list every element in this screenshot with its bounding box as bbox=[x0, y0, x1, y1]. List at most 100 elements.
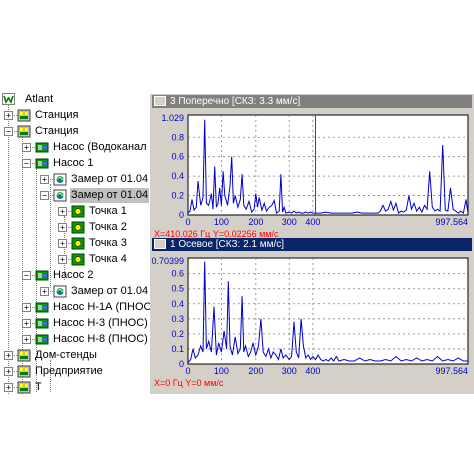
chart-title-bar[interactable]: 3 Поперечно [СКЗ: 3.3 мм/с] bbox=[152, 95, 472, 108]
tree-node[interactable]: + Станция bbox=[0, 108, 150, 123]
x-tick-label: 100 bbox=[214, 366, 229, 376]
expand-icon[interactable]: + bbox=[4, 367, 13, 376]
expand-icon[interactable]: + bbox=[58, 239, 67, 248]
collapse-icon[interactable]: − bbox=[22, 271, 31, 280]
tree-guide-line bbox=[27, 163, 35, 164]
tree-node[interactable]: + Предприятие bbox=[0, 364, 150, 379]
x-tick-label: 200 bbox=[248, 366, 263, 376]
point-icon bbox=[71, 253, 85, 266]
tree-guide-line bbox=[27, 275, 35, 276]
tree-node-label: Точка 1 bbox=[89, 205, 127, 217]
tree-node-label: Насос 2 bbox=[53, 269, 94, 281]
spectrum-line bbox=[187, 119, 469, 214]
x-tick-label: 997.564 bbox=[435, 366, 468, 376]
tree-guide-line bbox=[63, 243, 71, 244]
tree-node[interactable]: + Насос Н-8 (ПНОС) bbox=[0, 332, 150, 347]
tree-node-label: Станция bbox=[35, 125, 79, 137]
y-tick-label: 0.2 bbox=[171, 329, 184, 339]
y-tick-label: 0.1 bbox=[171, 344, 184, 354]
tree-node[interactable]: + Насос Н-3 (ПНОС) bbox=[0, 316, 150, 331]
expand-icon[interactable]: + bbox=[22, 143, 31, 152]
tree-view[interactable]: Atlant + Станция − Станция + Насос (Водоканал −… bbox=[0, 90, 150, 394]
tree-guide-line bbox=[9, 115, 17, 116]
y-tick-label: 0.6 bbox=[171, 269, 184, 279]
tree-node[interactable]: + Замер от 01.04 bbox=[0, 172, 150, 187]
x-tick-label: 0 bbox=[185, 217, 190, 227]
expand-icon[interactable]: + bbox=[22, 303, 31, 312]
tree-node[interactable]: + Дом-стенды bbox=[0, 348, 150, 363]
tree-node[interactable]: + Т bbox=[0, 380, 150, 394]
tree-guide-line bbox=[9, 355, 17, 356]
tree-guide-line bbox=[27, 339, 35, 340]
expand-icon[interactable]: + bbox=[22, 335, 31, 344]
tree-node-label: Насос Н-1А (ПНОС bbox=[53, 301, 150, 313]
pump-icon bbox=[35, 141, 49, 154]
y-max-label: 0.70399 bbox=[151, 256, 184, 266]
tree-node-label: Насос Н-8 (ПНОС) bbox=[53, 333, 148, 345]
collapse-icon[interactable]: − bbox=[40, 191, 49, 200]
tree-guide-line bbox=[45, 291, 53, 292]
tree-guide-line bbox=[63, 227, 71, 228]
tree-node[interactable]: − Насос 2 bbox=[0, 268, 150, 283]
expand-icon[interactable]: + bbox=[4, 383, 13, 392]
expand-icon[interactable]: + bbox=[22, 319, 31, 328]
spectrum-chart[interactable]: 0.8 0.6 0.4 0.2 0 1.029 0 100 200 300 400 997.564 bbox=[150, 109, 474, 229]
window-icon bbox=[154, 96, 166, 106]
expand-icon[interactable]: + bbox=[4, 351, 13, 360]
tree-guide-line bbox=[27, 147, 35, 148]
x-tick-label: 200 bbox=[248, 217, 263, 227]
spectrum-chart[interactable]: 0.6 0.5 0.4 0.3 0.2 0.1 0 0.70399 0 100 200 300 400 9… bbox=[150, 252, 474, 378]
station-icon bbox=[17, 125, 31, 138]
station-icon bbox=[17, 349, 31, 362]
tree-guide-line bbox=[50, 184, 51, 288]
x-tick-label: 997.564 bbox=[435, 217, 468, 227]
tree-node-label: Насос Н-3 (ПНОС) bbox=[53, 317, 148, 329]
collapse-icon[interactable]: − bbox=[22, 159, 31, 168]
meas-icon bbox=[53, 285, 67, 298]
tree-node[interactable]: + Точка 3 bbox=[0, 236, 150, 251]
tree-node-label: Замер от 01.04 bbox=[71, 285, 149, 297]
tree-node[interactable]: − Станция bbox=[0, 124, 150, 139]
tree-node[interactable]: + Замер от 01.04 bbox=[0, 284, 150, 299]
expand-icon[interactable]: + bbox=[58, 255, 67, 264]
tree-guide-line bbox=[22, 136, 23, 394]
tree-node[interactable]: + Точка 1 bbox=[0, 204, 150, 219]
tree-node[interactable]: − Замер от 01.04 bbox=[0, 188, 150, 203]
x-tick-label: 400 bbox=[305, 366, 320, 376]
tree-node[interactable]: + Насос Н-1А (ПНОС bbox=[0, 300, 150, 315]
charts-area: 3 Поперечно [СКЗ: 3.3 мм/с] 0.8 0.6 0.4 0.2… bbox=[150, 94, 474, 394]
station-icon bbox=[17, 365, 31, 378]
tree-guide-line bbox=[45, 195, 53, 196]
station-icon bbox=[17, 381, 31, 394]
y-tick-label: 0.4 bbox=[171, 299, 184, 309]
tree-node-label: Замер от 01.04 bbox=[71, 173, 149, 185]
x-tick-label: 0 bbox=[185, 366, 190, 376]
tree-guide-line bbox=[45, 179, 53, 180]
tree-node-label: Предприятие bbox=[35, 365, 103, 377]
expand-icon[interactable]: + bbox=[58, 207, 67, 216]
x-tick-label: 400 bbox=[305, 217, 320, 227]
chart-title-bar[interactable]: 1 Осевое [СКЗ: 2.1 мм/с] bbox=[152, 238, 472, 251]
x-tick-label: 300 bbox=[282, 217, 297, 227]
expand-icon[interactable]: + bbox=[40, 175, 49, 184]
tree-node[interactable]: + Точка 4 bbox=[0, 252, 150, 267]
expand-icon[interactable]: + bbox=[40, 287, 49, 296]
tree-node-label: Точка 4 bbox=[89, 253, 127, 265]
tree-guide-line bbox=[63, 211, 71, 212]
expand-icon[interactable]: + bbox=[4, 111, 13, 120]
tree-node-label: Насос 1 bbox=[53, 157, 94, 169]
tree-node[interactable]: + Насос (Водоканал bbox=[0, 140, 150, 155]
point-icon bbox=[71, 221, 85, 234]
tree-node-label: Насос (Водоканал bbox=[53, 141, 147, 153]
y-tick-label: 0 bbox=[179, 210, 184, 220]
collapse-icon[interactable]: − bbox=[4, 127, 13, 136]
tree-guide-line bbox=[9, 387, 17, 388]
tree-guide-line bbox=[27, 307, 35, 308]
point-icon bbox=[71, 205, 85, 218]
tree-node[interactable]: + Точка 2 bbox=[0, 220, 150, 235]
tree-node[interactable]: − Насос 1 bbox=[0, 156, 150, 171]
chart-panel-axial: 1 Осевое [СКЗ: 2.1 мм/с] 0.6 0.5 0.4 0.3 0.2… bbox=[150, 237, 474, 394]
point-icon bbox=[71, 237, 85, 250]
plot-area bbox=[187, 114, 469, 216]
expand-icon[interactable]: + bbox=[58, 223, 67, 232]
